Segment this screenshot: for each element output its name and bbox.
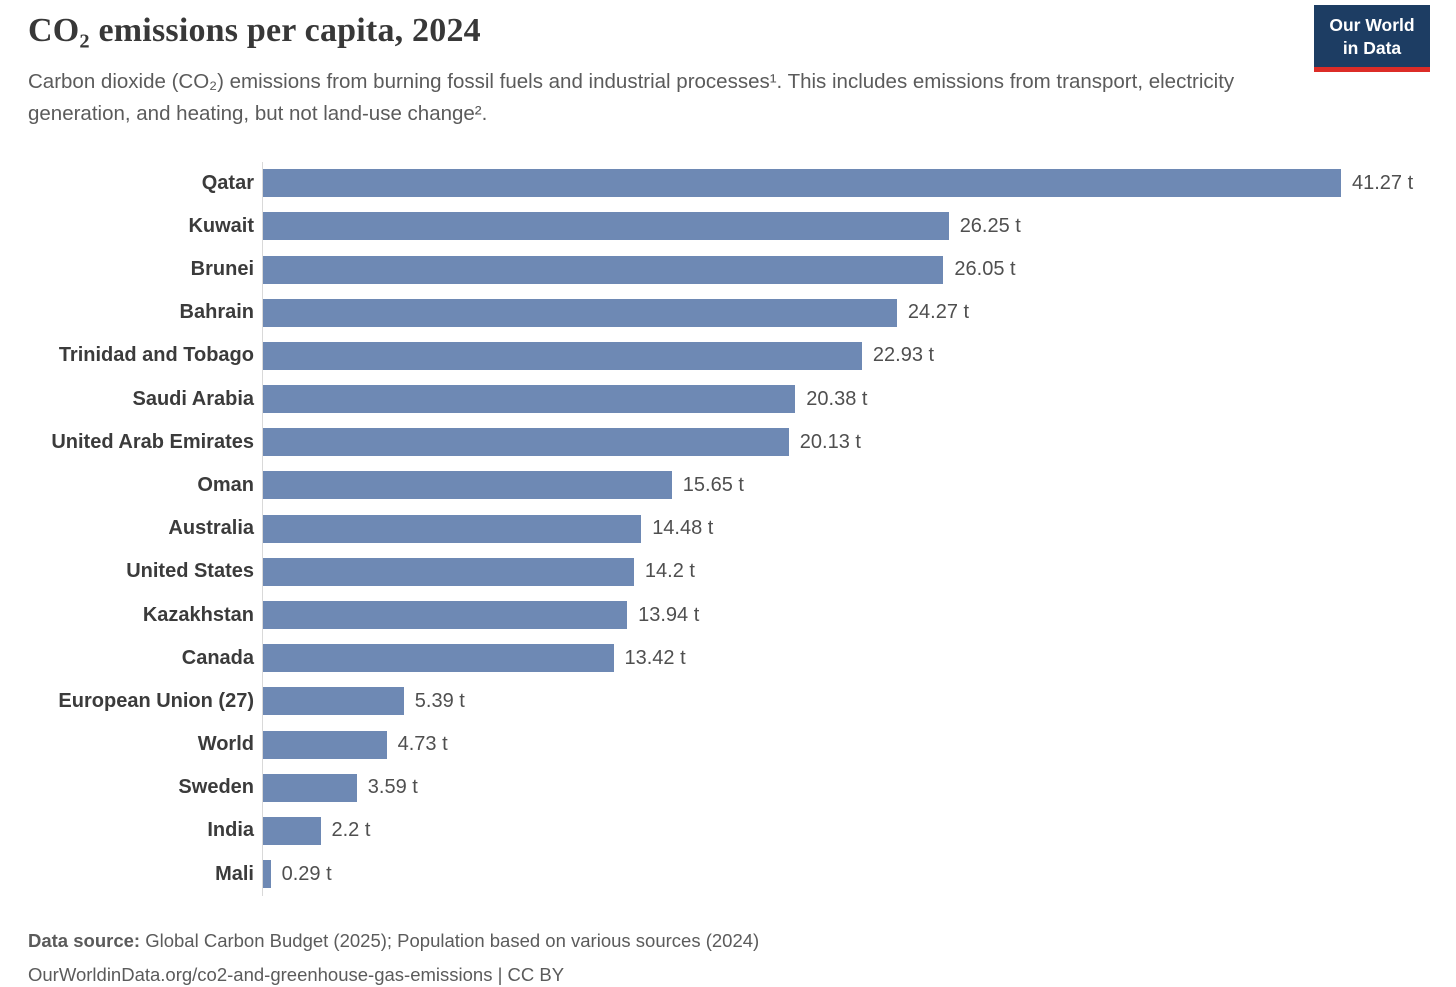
bar-wrap: 0.29 t [263, 860, 332, 889]
bar-row: European Union (27) 5.39 t [28, 680, 1428, 723]
bar[interactable] [263, 773, 357, 802]
category-label: Brunei [190, 258, 254, 280]
category-label: Saudi Arabia [132, 387, 254, 410]
bar-row: Kuwait 26.25 t [28, 205, 1428, 248]
bar[interactable] [263, 601, 628, 629]
bar[interactable] [263, 385, 796, 414]
data-source-label: Data source: [28, 929, 141, 951]
bar-row: Sweden 3.59 t [28, 766, 1428, 809]
y-axis-line [262, 161, 263, 896]
category-label: Canada [181, 646, 254, 669]
bar[interactable] [263, 255, 944, 284]
bar[interactable] [263, 169, 1341, 198]
bar-wrap: 13.42 t [263, 644, 686, 673]
bar-wrap: 4.73 t [263, 730, 448, 759]
category-label: Bahrain [179, 301, 254, 324]
bar-wrap: 2.2 t [263, 816, 371, 845]
bar-row: Canada 13.42 t [28, 637, 1428, 680]
bar-row: United States 14.2 t [28, 550, 1428, 593]
page-subtitle: Carbon dioxide (CO₂) emissions from burn… [28, 70, 1235, 125]
bar-wrap: 14.48 t [263, 514, 714, 543]
bar[interactable] [263, 644, 614, 673]
bar-wrap: 13.94 t [263, 601, 699, 629]
category-label: Trinidad and Tobago [58, 344, 254, 367]
bar-value-label: 15.65 t [682, 473, 744, 496]
bar-row: Qatar 41.27 t [28, 162, 1428, 205]
bar[interactable] [263, 298, 897, 327]
bar-value-label: 4.73 t [397, 733, 448, 756]
owid-logo[interactable]: Our World in Data [1314, 5, 1430, 73]
bar-row: Mali 0.29 t [28, 853, 1428, 896]
bar[interactable] [263, 816, 321, 845]
chart-footer: Data source: Global Carbon Budget (2025)… [28, 924, 1428, 987]
url-line[interactable]: OurWorldinData.org/co2-and-greenhouse-ga… [28, 963, 565, 985]
category-label: World [197, 733, 254, 756]
bar-row: Australia 14.48 t [28, 507, 1428, 550]
bar-wrap: 15.65 t [263, 471, 744, 500]
bar-value-label: 5.39 t [414, 689, 465, 712]
bar-value-label: 0.29 t [281, 862, 332, 885]
bar-wrap: 41.27 t [263, 169, 1414, 198]
category-label: India [207, 819, 254, 842]
bar-value-label: 13.42 t [624, 646, 686, 669]
bar[interactable] [263, 212, 949, 241]
bar-value-label: 13.94 t [638, 603, 700, 626]
bar-row: Trinidad and Tobago 22.93 t [28, 334, 1428, 377]
bar[interactable] [263, 557, 634, 586]
bar[interactable] [263, 860, 271, 889]
bar[interactable] [263, 514, 642, 543]
bar-value-label: 26.25 t [959, 214, 1021, 237]
bar[interactable] [263, 341, 862, 370]
owid-logo-line1: Our World [1329, 15, 1415, 35]
bar[interactable] [263, 428, 789, 457]
bar-value-label: 20.38 t [806, 387, 868, 410]
bar-wrap: 20.38 t [263, 385, 868, 414]
bar[interactable] [263, 730, 387, 759]
bar-wrap: 3.59 t [263, 773, 418, 802]
bar-chart: Qatar 41.27 t Kuwait 26.25 t Brunei 26.0… [28, 161, 1428, 896]
bar-row: World 4.73 t [28, 723, 1428, 766]
bar-wrap: 26.05 t [263, 255, 1016, 284]
bar-row: Saudi Arabia 20.38 t [28, 377, 1428, 420]
category-label: Australia [168, 517, 254, 540]
bar-row: Bahrain 24.27 t [28, 291, 1428, 334]
category-label: United States [126, 560, 254, 583]
bar-wrap: 5.39 t [263, 687, 465, 716]
category-label: Qatar [201, 171, 254, 194]
bar-value-label: 41.27 t [1352, 171, 1414, 194]
category-label: Mali [215, 862, 254, 885]
bar-row: United Arab Emirates 20.13 t [28, 421, 1428, 464]
bar-wrap: 20.13 t [263, 428, 861, 457]
category-label: Kazakhstan [142, 603, 254, 626]
bar-row: Brunei 26.05 t [28, 248, 1428, 291]
bar[interactable] [263, 687, 404, 716]
bar-value-label: 14.2 t [644, 560, 695, 583]
bar-wrap: 24.27 t [263, 298, 970, 327]
category-label: United Arab Emirates [51, 430, 254, 453]
bar-wrap: 26.25 t [263, 212, 1021, 241]
bar-row: India 2.2 t [28, 809, 1428, 852]
bar-value-label: 14.48 t [652, 517, 714, 540]
category-label: European Union (27) [58, 689, 254, 712]
data-source-text: Global Carbon Budget (2025); Population … [140, 929, 760, 951]
bar-value-label: 3.59 t [367, 776, 418, 799]
owid-logo-line2: in Data [1342, 38, 1402, 59]
bar-value-label: 26.05 t [954, 258, 1016, 280]
bar[interactable] [263, 471, 672, 500]
page-title: CO₂ emissions per capita, 2024 [28, 12, 481, 49]
category-label: Sweden [178, 776, 254, 799]
category-label: Oman [197, 473, 254, 496]
bar-value-label: 22.93 t [872, 344, 935, 367]
bar-value-label: 24.27 t [907, 301, 970, 324]
bar-row: Oman 15.65 t [28, 464, 1428, 507]
bar-wrap: 22.93 t [263, 341, 935, 370]
bar-value-label: 20.13 t [799, 430, 861, 453]
data-source-line: Data source: Global Carbon Budget (2025)… [28, 924, 1428, 958]
category-label: Kuwait [188, 214, 254, 237]
bar-wrap: 14.2 t [263, 557, 695, 586]
bar-row: Kazakhstan 13.94 t [28, 593, 1428, 636]
bar-value-label: 2.2 t [331, 819, 371, 842]
